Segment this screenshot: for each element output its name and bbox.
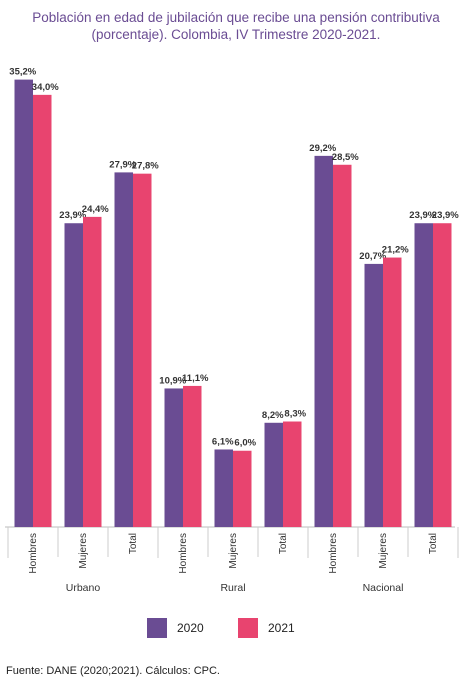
bar-2021-1 [83,216,102,527]
category-label: Total [128,533,139,554]
data-label-2021-0: 34,0% [32,82,59,93]
data-label-2020-2: 27,9% [109,159,136,170]
group-label-rural: Rural [220,582,245,594]
data-label-2021-1: 24,4% [82,204,109,215]
data-label-2020-5: 8,2% [262,410,284,421]
data-label-2021-5: 8,3% [284,409,306,420]
bar-2021-5 [283,421,302,527]
legend-label-2020: 2020 [177,621,204,635]
bar-2021-4 [233,450,252,527]
category-label: Mujeres [78,533,89,569]
data-label-2020-3: 10,9% [159,375,186,386]
chart-title: Población en edad de jubilación que reci… [32,10,440,42]
category-label: Hombres [28,533,39,574]
legend-swatch-2021 [238,618,258,638]
data-label-2020-1: 23,9% [59,210,86,221]
data-label-2020-8: 23,9% [409,210,436,221]
bar-2021-7 [383,257,402,527]
data-label-2021-3: 11,1% [182,373,209,384]
category-label: Hombres [178,533,189,574]
bar-2021-0 [33,94,52,528]
data-label-2021-2: 27,8% [132,161,159,172]
group-label-urbano: Urbano [66,582,101,594]
data-label-2020-7: 20,7% [359,251,386,262]
bar-2020-8 [414,223,433,527]
bar-2020-0 [14,79,33,527]
legend-swatch-2020 [147,618,167,638]
data-label-2020-0: 35,2% [9,67,36,78]
bar-2020-1 [64,223,83,527]
bar-2020-6 [314,155,333,528]
bar-2020-3 [164,388,183,527]
legend-label-2021: 2021 [268,621,295,635]
bar-2020-7 [364,263,383,527]
source-note: Fuente: DANE (2020;2021). Cálculos: CPC. [6,665,220,677]
bar-2021-6 [333,164,352,527]
group-label-nacional: Nacional [363,582,404,594]
category-label: Hombres [328,533,339,574]
legend-item-2020: 2020 [147,618,204,638]
bar-2020-5 [264,422,283,527]
bar-2021-8 [433,223,452,527]
data-label-2020-4: 6,1% [212,436,234,447]
bar-2021-2 [133,173,152,528]
legend-item-2021: 2021 [238,618,295,638]
data-label-2021-7: 21,2% [382,245,409,256]
category-label: Total [278,533,289,554]
data-label-2021-6: 28,5% [332,152,359,163]
category-label: Mujeres [378,533,389,569]
bar-2020-2 [114,172,133,528]
bar-2021-3 [183,385,202,527]
bar-2020-4 [214,449,233,527]
data-label-2021-8: 23,9% [432,210,459,221]
category-label: Mujeres [228,533,239,569]
category-label: Total [428,533,439,554]
data-label-2020-6: 29,2% [309,143,336,154]
data-label-2021-4: 6,0% [234,438,256,449]
